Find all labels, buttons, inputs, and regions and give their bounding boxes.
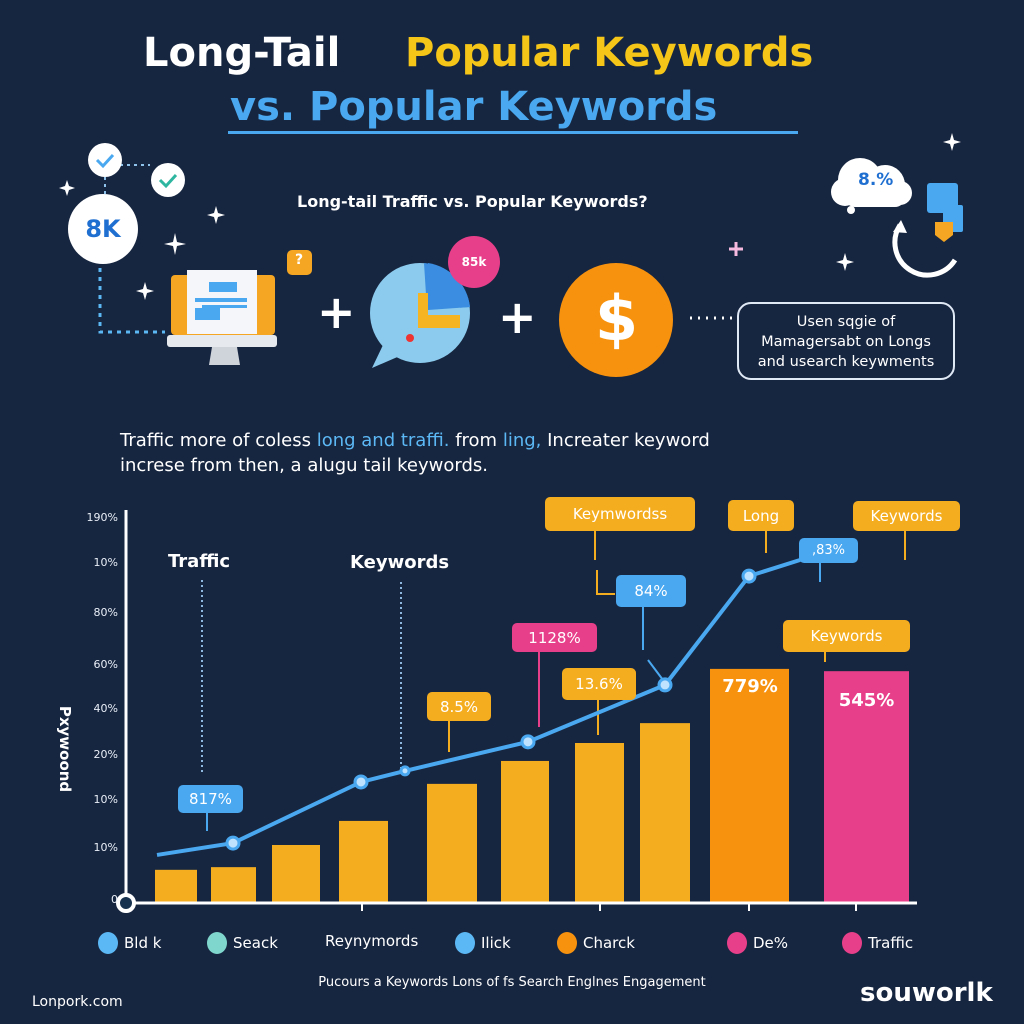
- legend-label: Seack: [233, 934, 278, 952]
- bar: [710, 668, 789, 903]
- line-point: [520, 734, 536, 750]
- legend-label: Ilick: [481, 934, 511, 952]
- legend-item: Seack: [207, 932, 278, 954]
- note-line: Usen sqgie of: [796, 314, 896, 330]
- y-tick: 0: [111, 893, 118, 906]
- y-tick: 20%: [93, 748, 118, 761]
- callout-13-6: 13.6%: [562, 668, 636, 700]
- bar: [339, 820, 388, 903]
- title-line2: vs. Popular Keywords: [230, 84, 718, 130]
- note-line: Mamagersabt on Longs: [761, 334, 931, 350]
- note-box: Usen sqgie of Mamagersabt on Longs and u…: [737, 302, 955, 380]
- monitor-icon: [167, 270, 277, 365]
- para-line2: increse from then, a alugu tail keywords…: [120, 455, 488, 476]
- check-icon: [88, 143, 122, 177]
- y-tick: 10%: [93, 793, 118, 806]
- annotation-keywords: Keywords: [350, 552, 450, 573]
- legend-dot: [98, 932, 118, 954]
- dollar-circle-icon: [559, 263, 673, 377]
- callout-83: ,83%: [799, 538, 858, 563]
- line-point: [353, 774, 369, 790]
- y-axis-label: Pxywoond: [56, 705, 74, 793]
- callout-817: 817%: [178, 785, 243, 813]
- line-point: [399, 765, 411, 777]
- callout-8-5: 8.5%: [427, 692, 491, 721]
- para-highlight: long and traffi.: [316, 430, 450, 451]
- para-text: from: [449, 430, 503, 451]
- y-tick: 80%: [93, 606, 118, 619]
- legend-dot: [455, 932, 475, 954]
- callout-keywords-top: Keywords: [853, 501, 960, 531]
- title-white: Long-Tail: [143, 30, 341, 76]
- bar: [211, 867, 256, 903]
- legend-item: Charck: [557, 932, 635, 954]
- legend-item: Ilick: [455, 932, 511, 954]
- stat-8k: 8K: [68, 194, 138, 264]
- para-highlight: ling,: [502, 430, 542, 451]
- legend-item: Reynymords: [325, 932, 418, 950]
- legend-dot: [557, 932, 577, 954]
- check-icon: [151, 163, 185, 197]
- y-tick: 60%: [93, 658, 118, 671]
- y-tick: 190%: [86, 511, 118, 524]
- bar: [155, 869, 197, 903]
- legend-item: Bld k: [98, 932, 161, 954]
- cloud-text: 8.%: [858, 170, 894, 190]
- legend-item: Traffic: [842, 932, 913, 954]
- legend-item: De%: [727, 932, 788, 954]
- footer-site: Lonpork.com: [32, 994, 123, 1010]
- title-underline: [228, 131, 798, 134]
- callout-keymwordss: Keymwordss: [545, 497, 695, 531]
- bar-label-orange: 779%: [722, 676, 778, 697]
- axis-origin: [116, 893, 136, 913]
- plus-icon: +: [317, 285, 356, 339]
- title-yellow: Popular Keywords: [405, 30, 814, 76]
- description-paragraph: Traffic more of coless long and traffi. …: [120, 428, 710, 478]
- question-badge-icon: [287, 250, 312, 275]
- y-tick: 10%: [93, 556, 118, 569]
- callout-long: Long: [728, 500, 794, 531]
- y-tick: 40%: [93, 702, 118, 715]
- line-point: [741, 568, 757, 584]
- legend-label: Reynymords: [325, 932, 419, 950]
- speech-bubble-pie-icon: [370, 263, 470, 368]
- footer-caption: Pucours a Keywords Lons of fs Search Eng…: [318, 975, 706, 990]
- plus-icon: +: [498, 290, 537, 344]
- line-point: [225, 835, 241, 851]
- para-text: Traffic more of coless: [120, 430, 317, 451]
- sparkle-icon: [59, 133, 961, 300]
- cycle-arrow-icon: [892, 223, 958, 278]
- callout-84: 84%: [616, 575, 686, 607]
- y-tick: 10%: [93, 841, 118, 854]
- subtitle: Long-tail Traffic vs. Popular Keywords?: [297, 192, 648, 211]
- bar: [824, 671, 909, 903]
- series-line: [156, 558, 801, 857]
- bar: [640, 723, 690, 903]
- note-line: and usearch keywments: [757, 354, 935, 370]
- legend-dot: [842, 932, 862, 954]
- legend-dot: [207, 932, 227, 954]
- brand-logo: souworlk: [860, 978, 993, 1008]
- question-badge-text: ?: [295, 252, 304, 268]
- para-text: Increater keyword: [541, 430, 710, 451]
- decor-icons: [59, 133, 963, 377]
- bar-label-pink: 545%: [838, 690, 895, 711]
- annotation-traffic: Traffic: [168, 551, 231, 572]
- cloud-icon: [831, 158, 912, 214]
- dollar-icon: $: [595, 282, 639, 355]
- legend-label: Bld k: [124, 934, 162, 952]
- legend-label: De%: [753, 934, 789, 952]
- bar: [427, 783, 477, 903]
- legend-label: Charck: [583, 934, 635, 952]
- bar: [575, 742, 624, 903]
- callout-keywords-mid: Keywords: [783, 620, 910, 652]
- callout-1128: 1128%: [512, 623, 597, 652]
- bar: [501, 760, 549, 903]
- legend-label: Traffic: [868, 934, 914, 952]
- pie-badge: 85k: [448, 236, 500, 288]
- legend-dot: [727, 932, 747, 954]
- bar: [272, 844, 320, 903]
- line-point: [657, 677, 673, 693]
